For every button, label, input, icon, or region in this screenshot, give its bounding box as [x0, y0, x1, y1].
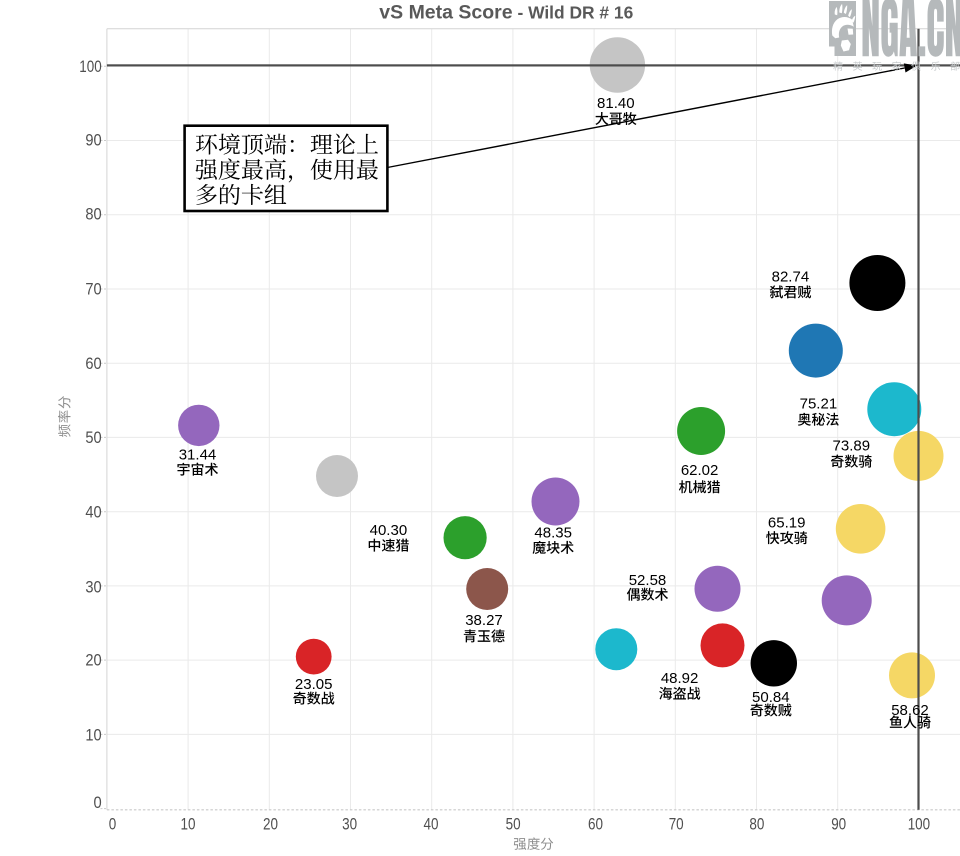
- svg-text:100: 100: [79, 58, 101, 76]
- svg-text:50.84: 50.84: [752, 689, 790, 706]
- svg-text:82.74: 82.74: [772, 269, 810, 286]
- svg-text:70: 70: [85, 280, 101, 298]
- svg-text:90: 90: [831, 816, 846, 834]
- svg-text:100: 100: [908, 816, 930, 834]
- svg-text:80: 80: [749, 816, 764, 834]
- svg-text:58.62: 58.62: [891, 702, 929, 719]
- svg-text:52.58: 52.58: [629, 572, 667, 589]
- svg-text:73.89: 73.89: [833, 438, 871, 455]
- svg-text:48.35: 48.35: [534, 525, 572, 542]
- svg-text:23.05: 23.05: [295, 676, 333, 693]
- svg-text:70: 70: [669, 816, 684, 834]
- svg-text:80: 80: [85, 206, 101, 224]
- svg-text:60: 60: [588, 816, 603, 834]
- svg-text:10: 10: [85, 726, 101, 744]
- svg-text:30: 30: [342, 816, 357, 834]
- svg-text:30: 30: [85, 579, 101, 597]
- svg-text:62.02: 62.02: [681, 462, 719, 479]
- svg-text:65.19: 65.19: [768, 514, 806, 531]
- svg-text:31.44: 31.44: [179, 447, 217, 464]
- svg-text:20: 20: [85, 652, 101, 670]
- svg-text:0: 0: [109, 816, 117, 834]
- svg-text:90: 90: [85, 132, 101, 150]
- svg-text:40: 40: [424, 816, 439, 834]
- svg-text:75.21: 75.21: [800, 396, 838, 413]
- svg-text:vS Meta Score - Wild DR # 16: vS Meta Score - Wild DR # 16: [379, 1, 633, 23]
- svg-text:40.30: 40.30: [370, 522, 408, 539]
- svg-text:38.27: 38.27: [465, 612, 503, 629]
- svg-text:0: 0: [94, 794, 102, 812]
- svg-text:10: 10: [181, 816, 196, 834]
- svg-text:81.40: 81.40: [597, 95, 635, 112]
- svg-text:60: 60: [85, 355, 101, 373]
- svg-text:50: 50: [85, 429, 101, 447]
- svg-text:50: 50: [506, 816, 521, 834]
- svg-text:20: 20: [263, 816, 278, 834]
- svg-text:48.92: 48.92: [661, 670, 699, 687]
- svg-text:40: 40: [85, 503, 101, 521]
